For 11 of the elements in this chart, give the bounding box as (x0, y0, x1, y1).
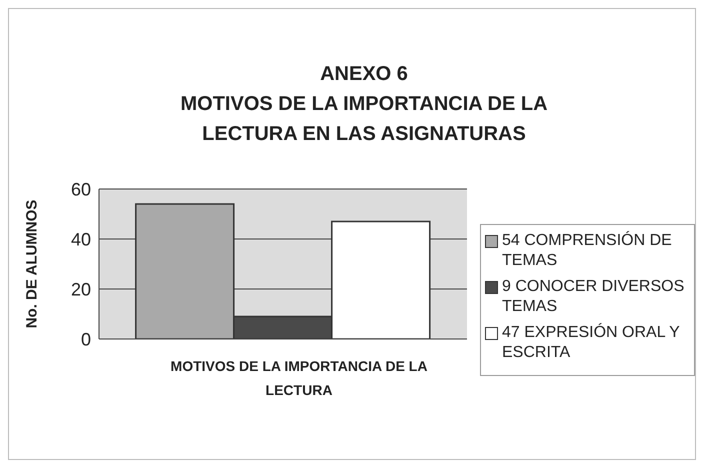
legend-label: 9 CONOCER DIVERSOS TEMAS (502, 277, 686, 317)
chart-subtitle: MOTIVOS DE LA IMPORTANCIA DE LA LECTURA EN LAS ASIGNATURAS (179, 92, 549, 147)
chart-title: ANEXO 6 (319, 62, 409, 87)
legend-label: 47 EXPRESIÓN ORAL Y ESCRITA (502, 323, 681, 363)
y-tick-label: 20 (70, 279, 91, 300)
y-tick-label: 60 (70, 179, 91, 200)
y-tick-label: 40 (70, 229, 91, 250)
legend-label: 54 COMPRENSIÓN DE TEMAS (502, 231, 673, 271)
y-tick-label: 0 (80, 329, 91, 350)
x-axis-title: MOTIVOS DE LA IMPORTANCIA DE LA LECTURA (170, 357, 428, 400)
y-axis-title: No. DE ALUMNOS (23, 200, 40, 328)
